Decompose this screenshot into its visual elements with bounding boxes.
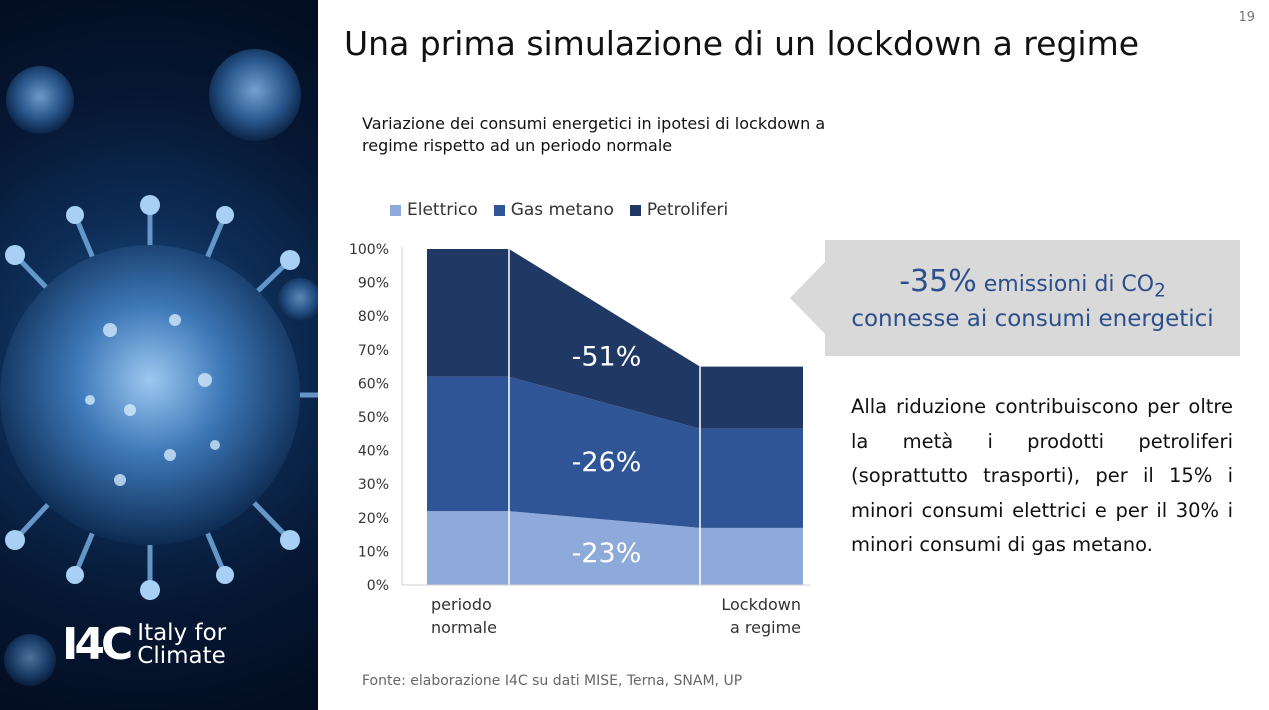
y-tick-label: 70%: [358, 343, 389, 359]
callout-percent: -35%: [899, 264, 977, 300]
stacked-area-chart: -23% -26% -51% 0% 10% 20% 30% 40% 50% 60% 70% 80% 90…: [349, 242, 810, 637]
chart-legend: Elettrico Gas metano Petroliferi: [390, 200, 728, 220]
callout-emissions-text: emissioni di CO: [976, 272, 1155, 298]
legend-label-petroliferi: Petroliferi: [646, 200, 729, 220]
area-elettrico: [427, 511, 803, 585]
x-tick-label: Lockdown a regime: [721, 595, 801, 637]
y-tick-label: 60%: [358, 376, 389, 392]
legend-swatch-elettrico: [390, 204, 401, 216]
change-label-petroliferi: -51%: [572, 341, 642, 372]
legend-label-gas-metano: Gas metano: [510, 200, 614, 220]
page-number: 19: [1238, 10, 1255, 25]
y-tick-label: 90%: [358, 276, 389, 292]
change-label-gas-metano: -26%: [572, 447, 642, 478]
callout-background: [790, 240, 1240, 356]
logo-line2: Climate: [137, 643, 226, 669]
source-note: Fonte: elaborazione I4C su dati MISE, Te…: [362, 673, 743, 689]
i4c-logo: I4C Italy for Climate: [62, 622, 226, 668]
area-gas-metano: [427, 376, 803, 528]
legend-item-petroliferi: Petroliferi: [629, 200, 729, 220]
x-tick-label: periodo normale: [431, 595, 497, 637]
y-tick-label: 80%: [358, 309, 389, 325]
legend-label-elettrico: Elettrico: [407, 200, 478, 220]
y-tick-label: 0%: [367, 578, 389, 594]
y-tick-label: 10%: [358, 544, 389, 560]
virus-illustration: [0, 49, 318, 686]
y-tick-label: 30%: [358, 477, 389, 493]
explanation-text: Alla riduzione contribuiscono per oltre …: [851, 395, 1233, 556]
area-petroliferi: [427, 249, 803, 429]
y-tick-label: 40%: [358, 444, 389, 460]
virus-image-panel: I4C Italy for Climate: [0, 0, 318, 710]
legend-item-elettrico: Elettrico: [390, 200, 478, 220]
y-tick-label: 20%: [358, 511, 389, 527]
slide-title: Una prima simulazione di un lockdown a r…: [344, 24, 1140, 63]
logo-mark: I4C: [62, 619, 133, 670]
emissions-callout: -35% emissioni di CO2 connesse ai consum…: [790, 240, 1240, 356]
legend-swatch-gas-metano: [493, 204, 505, 216]
logo-line1: Italy for: [137, 620, 227, 646]
legend-swatch-petroliferi: [629, 204, 641, 216]
legend-item-gas-metano: Gas metano: [493, 200, 614, 220]
callout-line2: connesse ai consumi energetici: [851, 305, 1214, 332]
y-tick-label: 50%: [358, 410, 389, 426]
callout-subscript: 2: [1154, 280, 1166, 302]
change-label-elettrico: -23%: [572, 538, 642, 569]
y-tick-label: 100%: [349, 242, 389, 258]
chart-title: Variazione dei consumi energetici in ipo…: [362, 114, 826, 155]
